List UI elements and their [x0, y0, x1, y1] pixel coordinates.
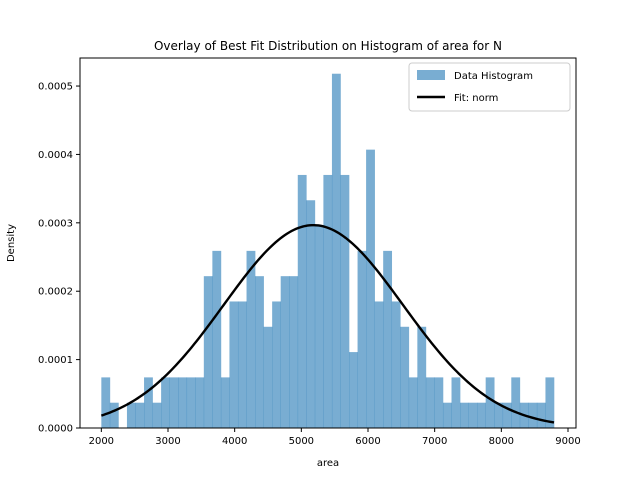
histogram-bar [357, 250, 367, 428]
x-tick-label: 5000 [289, 436, 314, 447]
histogram-bar [536, 402, 546, 428]
histogram-bar [101, 377, 111, 428]
histogram-bar [161, 377, 170, 428]
x-tick-label: 6000 [355, 436, 380, 447]
histogram-bar [442, 402, 452, 428]
fit-curve [100, 223, 555, 424]
histogram-bar [229, 301, 239, 428]
histogram-bar [135, 402, 145, 428]
histogram-bar [408, 377, 418, 428]
histogram-bar [485, 377, 495, 428]
histogram-bar [528, 402, 538, 428]
histogram-bar [203, 276, 213, 428]
histogram-bar [186, 377, 196, 428]
histogram-bar [434, 377, 444, 428]
legend-fit-label: Fit: norm [454, 93, 498, 104]
histogram-bar [314, 225, 324, 428]
histogram-bar [400, 326, 410, 428]
x-tick-label: 9000 [555, 436, 580, 447]
x-axis-ticks: 2000 3000 4000 5000 6000 7000 8000 9000 [89, 428, 581, 447]
y-tick-label: 0.0001 [38, 355, 73, 366]
histogram-bar [366, 149, 375, 429]
x-tick-label: 8000 [489, 436, 514, 447]
histogram-bar [272, 301, 281, 428]
histogram-bar [178, 377, 188, 428]
histogram-bar [306, 200, 316, 428]
histogram-bar [340, 174, 350, 428]
histogram-bar [374, 301, 384, 428]
y-axis-ticks: 0.0000 0.0001 0.0002 0.0003 0.0004 0.0005 [38, 82, 80, 435]
histogram-bar [255, 276, 264, 428]
histogram-bar [169, 377, 179, 428]
chart-title: Overlay of Best Fit Distribution on Hist… [154, 39, 502, 53]
histogram-bar [451, 377, 461, 428]
histogram-bars [101, 73, 555, 429]
y-axis-label: Density [6, 224, 17, 262]
histogram-bar [152, 402, 162, 428]
x-tick-label: 4000 [222, 436, 247, 447]
x-tick-label: 7000 [422, 436, 447, 447]
histogram-bar [212, 250, 222, 428]
histogram-bar [460, 402, 469, 428]
histogram-bar [545, 377, 555, 428]
histogram-bar [237, 301, 247, 428]
histogram-bar [349, 352, 358, 428]
legend: Data Histogram Fit: norm [408, 62, 571, 112]
histogram-bar [126, 402, 136, 428]
histogram-bar [144, 377, 153, 428]
histogram-bar [331, 73, 341, 428]
legend-histogram-label: Data Histogram [454, 71, 533, 82]
plot-frame [79, 57, 577, 429]
x-tick-label: 2000 [89, 436, 114, 447]
y-tick-label: 0.0000 [38, 424, 73, 435]
histogram-bar [477, 402, 486, 428]
y-tick-label: 0.0003 [38, 218, 73, 229]
histogram-bar [511, 377, 521, 428]
histogram-bar [391, 301, 401, 428]
y-tick-label: 0.0002 [38, 287, 73, 298]
legend-box [408, 62, 571, 112]
histogram-bar [220, 377, 230, 428]
x-axis-label: area [317, 458, 339, 469]
y-tick-label: 0.0004 [38, 150, 73, 161]
histogram-bar [289, 276, 299, 428]
histogram-bar [263, 326, 273, 428]
histogram-bar [494, 402, 504, 428]
histogram-bar [417, 326, 427, 428]
histogram-bar [195, 377, 205, 428]
histogram-bar [109, 402, 119, 428]
histogram-bar [425, 377, 435, 428]
histogram-bar [323, 174, 333, 428]
histogram-bar [468, 402, 478, 428]
y-tick-label: 0.0005 [38, 82, 73, 93]
x-tick-label: 3000 [155, 436, 180, 447]
histogram-bar [297, 174, 307, 428]
histogram-bar [280, 276, 290, 428]
histogram-bar [502, 402, 512, 428]
legend-histogram-swatch [417, 70, 445, 80]
histogram-bar [383, 250, 393, 428]
histogram-bar [246, 250, 256, 428]
